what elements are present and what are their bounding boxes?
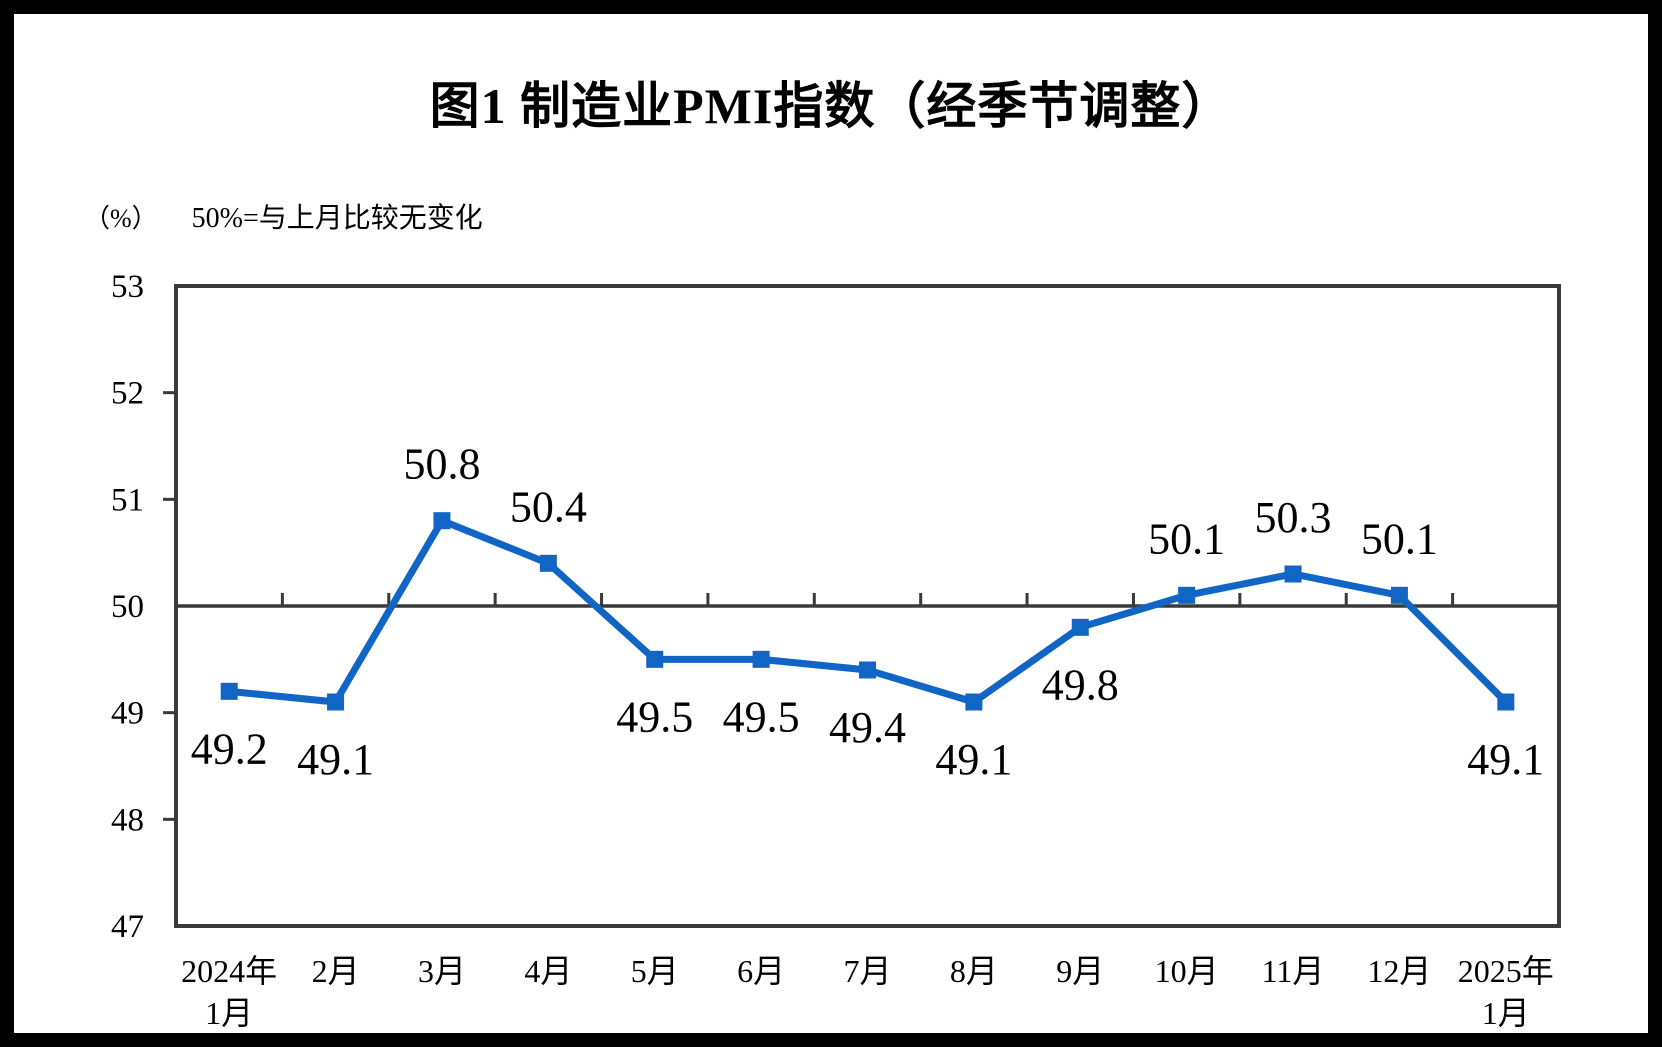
- x-axis-label: 9月: [1056, 953, 1104, 989]
- data-point-marker: [1284, 565, 1302, 583]
- y-axis-label: 52: [111, 376, 144, 412]
- x-axis-label: 1月: [205, 995, 253, 1031]
- data-point-marker: [1497, 693, 1515, 711]
- x-axis-label: 3月: [418, 953, 466, 989]
- x-axis-label: 2024年: [181, 953, 277, 989]
- y-axis-label: 49: [111, 696, 144, 732]
- x-axis-label: 10月: [1155, 953, 1219, 989]
- data-point-label: 49.1: [935, 735, 1012, 784]
- data-point-marker: [1390, 586, 1408, 604]
- y-axis-label: 53: [111, 269, 144, 305]
- x-axis-label: 6月: [737, 953, 785, 989]
- data-point-label: 49.1: [297, 735, 374, 784]
- data-point-marker: [433, 512, 451, 530]
- data-point-label: 49.4: [829, 703, 906, 752]
- data-point-label: 49.5: [723, 692, 800, 741]
- x-axis-label: 5月: [631, 953, 679, 989]
- x-axis-label: 8月: [950, 953, 998, 989]
- x-axis-label: 7月: [843, 953, 891, 989]
- y-axis-label: 50: [111, 589, 144, 625]
- data-point-label: 50.1: [1361, 514, 1438, 563]
- x-axis-label: 12月: [1367, 953, 1431, 989]
- data-point-marker: [1178, 586, 1196, 604]
- y-axis-label: 47: [111, 909, 144, 945]
- data-point-label: 50.8: [403, 440, 480, 489]
- pmi-line-chart: 47 48 49 50 51 52 53 2024年 1月 2月 3月 4月 5月 6月 7月 8月 9月 10月…: [111, 269, 1561, 1031]
- y-axis-label: 48: [111, 802, 144, 838]
- data-point-label: 50.3: [1255, 493, 1332, 542]
- data-point-label: 49.5: [616, 692, 693, 741]
- chart-title: 图1 制造业PMI指数（经季节调整）: [429, 78, 1233, 134]
- data-point-marker: [220, 682, 238, 700]
- data-point-marker: [965, 693, 983, 711]
- data-point-label: 49.1: [1467, 735, 1544, 784]
- x-axis-label: 2月: [312, 953, 360, 989]
- data-point-marker: [1071, 618, 1089, 636]
- data-point-marker: [752, 650, 770, 668]
- chart-subtitle-row: （%） 50%=与上月比较无变化: [84, 196, 483, 236]
- y-axis-unit-label: （%）: [84, 204, 158, 233]
- x-axis-label: 1月: [1482, 995, 1530, 1031]
- x-axis-label: 11月: [1262, 953, 1325, 989]
- reference-line-note: 50%=与上月比较无变化: [191, 203, 483, 234]
- y-axis-label: 51: [111, 482, 144, 518]
- data-point-marker: [539, 554, 557, 572]
- data-point-marker: [646, 650, 664, 668]
- data-point-label: 49.8: [1042, 660, 1119, 709]
- x-axis-label: 4月: [524, 953, 572, 989]
- data-point-label: 50.4: [510, 482, 587, 531]
- data-point-label: 49.2: [191, 724, 268, 773]
- data-point-label: 50.1: [1148, 514, 1225, 563]
- data-point-marker: [327, 693, 345, 711]
- data-point-marker: [859, 661, 876, 679]
- x-axis-label: 2025年: [1458, 953, 1554, 989]
